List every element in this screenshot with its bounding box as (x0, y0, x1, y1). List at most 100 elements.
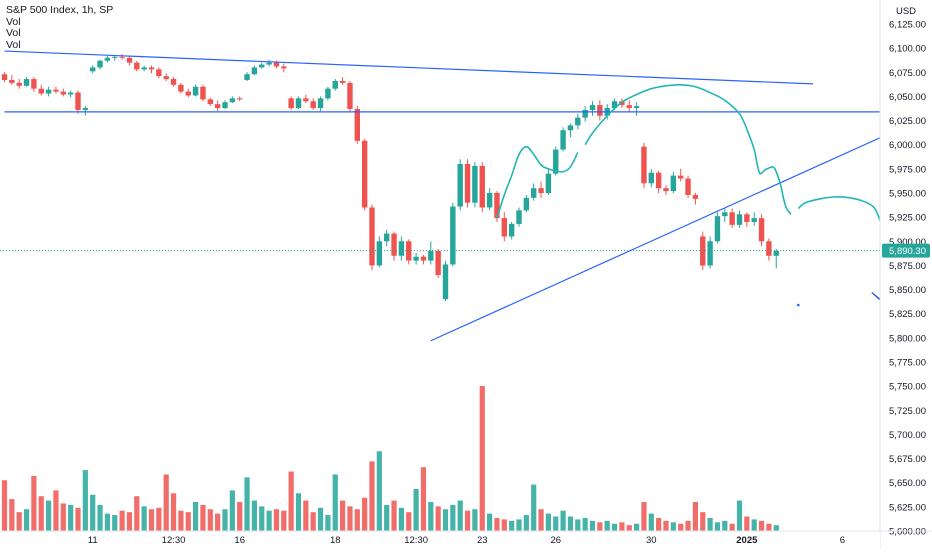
volume-bar (656, 517, 662, 531)
volume-bar (744, 516, 750, 531)
volume-bar (251, 500, 257, 531)
volume-bar (457, 500, 463, 531)
candle-body (148, 67, 155, 70)
volume-legend-1[interactable]: Vol (6, 15, 21, 28)
candle-body (736, 214, 743, 225)
volume-bar (589, 520, 596, 531)
volume-bar (773, 525, 779, 531)
time-tick-label: 12:30 (162, 535, 186, 546)
candle-body (281, 66, 287, 69)
candle-body (582, 109, 588, 118)
volume-bar (288, 471, 294, 531)
volume-bar (46, 500, 52, 531)
volume-bar (736, 500, 743, 531)
candle-body (758, 218, 765, 242)
candle-body (413, 256, 419, 261)
volume-bar (266, 510, 272, 531)
candle-body (722, 212, 728, 217)
volume-bar (259, 506, 265, 531)
volume-bar (207, 509, 213, 531)
volume-bar (222, 509, 228, 531)
candle-body (347, 82, 353, 109)
time-axis-panel (0, 531, 880, 550)
candle-body (575, 117, 581, 126)
price-tick-label: 5,850.00 (889, 285, 926, 296)
candle-body (222, 102, 228, 109)
candle-body (317, 98, 324, 109)
candle-body (464, 164, 471, 203)
candle-body (707, 241, 713, 266)
volume-bar (509, 520, 515, 531)
price-tick-label: 5,600.00 (889, 527, 926, 538)
candle-body (288, 98, 294, 109)
candle-body (391, 233, 397, 256)
volume-bars (1, 386, 779, 531)
candle-body (538, 188, 544, 193)
volume-bar (75, 507, 81, 531)
volume-bar (82, 470, 88, 531)
volume-bar (104, 513, 110, 531)
volume-bar (112, 515, 118, 531)
candle-body (273, 62, 280, 67)
upper-descending-trendline (4, 50, 814, 85)
candle-body (361, 140, 368, 208)
candle-body (692, 194, 699, 199)
volume-bar (295, 493, 302, 531)
chart-legend[interactable]: S&P 500 Index, 1h, SP Vol Vol Vol (6, 4, 114, 51)
symbol-title[interactable]: S&P 500 Index, 1h, SP (6, 4, 114, 16)
candle-body (626, 105, 632, 109)
price-tick-label: 6,075.00 (889, 68, 926, 79)
volume-bar (347, 506, 353, 531)
price-tick-label: 6,100.00 (889, 44, 926, 55)
head-curve (584, 84, 792, 215)
volume-bar (273, 509, 280, 531)
volume-bar (134, 496, 140, 531)
volume-bar (90, 494, 96, 531)
price-tick-label: 5,975.00 (889, 164, 926, 175)
price-tick-label: 5,775.00 (889, 358, 926, 369)
candle-body (729, 212, 735, 225)
volume-legend-3[interactable]: Vol (6, 38, 21, 51)
price-axis[interactable]: USD 6,125.00 6,100.00 6,075.00 6,050.00 6,025… (879, 0, 932, 550)
volume-bar (376, 451, 382, 531)
candle-body (567, 125, 574, 131)
candle-body (53, 89, 59, 92)
volume-bar (178, 510, 184, 531)
candle-body (170, 79, 177, 85)
candle-body (207, 99, 213, 105)
candle-body (766, 241, 772, 256)
volume-legend-2[interactable]: Vol (6, 27, 21, 39)
volume-bar (215, 513, 221, 531)
volume-bar (97, 504, 103, 531)
price-tick-label: 5,650.00 (889, 478, 926, 489)
volume-bar (141, 506, 147, 531)
volume-bar (751, 519, 757, 531)
volume-bar (9, 499, 15, 531)
candle-body (685, 178, 691, 195)
volume-bar (200, 504, 206, 531)
price-axis-panel (880, 0, 932, 550)
time-tick-label: 16 (234, 535, 245, 546)
candle-body (648, 172, 654, 184)
candle-body (178, 84, 184, 92)
candle-body (633, 106, 640, 109)
time-axis[interactable]: 11 12:30 16 18 12:30 23 26 30 2025 6 (0, 530, 932, 550)
ascending-support-trendline (430, 120, 917, 342)
candle-body (75, 92, 81, 110)
candle-body (589, 105, 596, 110)
price-tick-label: 5,900.00 (889, 237, 926, 248)
price-tick-label: 6,050.00 (889, 92, 926, 103)
candle-body (354, 108, 360, 141)
volume-bar (567, 516, 574, 531)
candle-body (472, 165, 478, 203)
volume-bar (516, 519, 522, 531)
candle-body (214, 104, 221, 109)
volume-bar (435, 506, 441, 531)
candlesticks (1, 53, 779, 302)
candle-body (31, 79, 37, 89)
volume-bar (332, 474, 338, 531)
price-tick-label: 5,825.00 (889, 309, 926, 320)
candle-body (67, 92, 74, 95)
